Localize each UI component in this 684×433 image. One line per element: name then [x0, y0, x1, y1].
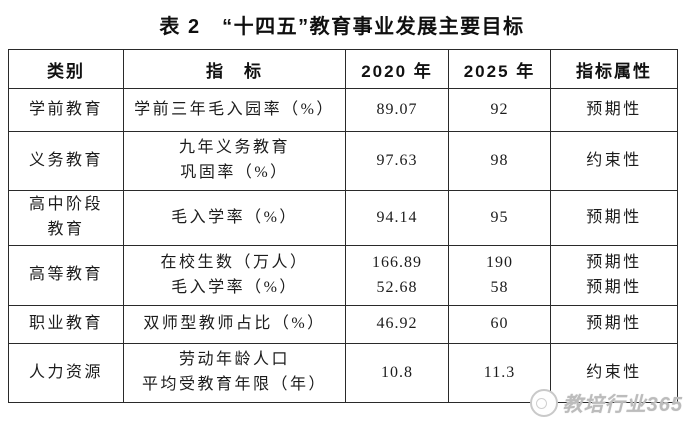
cell-category: 高中阶段 教育	[8, 190, 124, 246]
cell-indicator: 九年义务教育 巩固率（%）	[123, 131, 346, 191]
cell-indicator: 双师型教师占比（%）	[123, 305, 346, 344]
table-row: 学前教育 学前三年毛入园率（%） 89.07 92 预期性	[8, 88, 678, 132]
table-row: 义务教育 九年义务教育 巩固率（%） 97.63 98 约束性	[8, 131, 678, 191]
cell-2020: 89.07	[345, 88, 449, 132]
cell-category: 义务教育	[8, 131, 124, 191]
cell-indicator: 学前三年毛入园率（%）	[123, 88, 346, 132]
cell-2025: 60	[448, 305, 551, 344]
table-row: 人力资源 劳动年龄人口 平均受教育年限（年） 10.8 11.3 约束性	[8, 343, 678, 403]
cell-2025: 98	[448, 131, 551, 191]
cell-2020: 10.8	[345, 343, 449, 403]
table-row: 高等教育 在校生数（万人） 毛入学率（%） 166.89 52.68 190 58 预…	[8, 245, 678, 306]
cell-2020: 94.14	[345, 190, 449, 246]
cell-2020: 166.89 52.68	[345, 245, 449, 306]
cell-2025: 95	[448, 190, 551, 246]
cell-attribute: 预期性	[550, 305, 678, 344]
cell-2020: 46.92	[345, 305, 449, 344]
cell-2025: 11.3	[448, 343, 551, 403]
header-category: 类别	[8, 49, 124, 89]
cell-attribute: 预期性 预期性	[550, 245, 678, 306]
cell-2025: 190 58	[448, 245, 551, 306]
header-indicator: 指 标	[123, 49, 346, 89]
cell-category: 人力资源	[8, 343, 124, 403]
cell-indicator: 在校生数（万人） 毛入学率（%）	[123, 245, 346, 306]
header-2020: 2020 年	[345, 49, 449, 89]
cell-2025: 92	[448, 88, 551, 132]
table-title: 表 2 “十四五”教育事业发展主要目标	[159, 16, 525, 38]
cell-category: 职业教育	[8, 305, 124, 344]
header-attribute: 指标属性	[550, 49, 678, 89]
cell-attribute: 预期性	[550, 88, 678, 132]
cell-category: 高等教育	[8, 245, 124, 306]
cell-2020: 97.63	[345, 131, 449, 191]
cell-indicator: 毛入学率（%）	[123, 190, 346, 246]
cell-indicator: 劳动年龄人口 平均受教育年限（年）	[123, 343, 346, 403]
cell-category: 学前教育	[8, 88, 124, 132]
table-row: 职业教育 双师型教师占比（%） 46.92 60 预期性	[8, 305, 678, 344]
header-2025: 2025 年	[448, 49, 551, 89]
cell-attribute: 约束性	[550, 343, 678, 403]
table-header-row: 类别 指 标 2020 年 2025 年 指标属性	[8, 49, 678, 89]
goals-table: 类别 指 标 2020 年 2025 年 指标属性 学前教育 学前三年毛入园率（…	[8, 49, 678, 403]
table-row: 高中阶段 教育 毛入学率（%） 94.14 95 预期性	[8, 190, 678, 246]
cell-attribute: 预期性	[550, 190, 678, 246]
cell-attribute: 约束性	[550, 131, 678, 191]
